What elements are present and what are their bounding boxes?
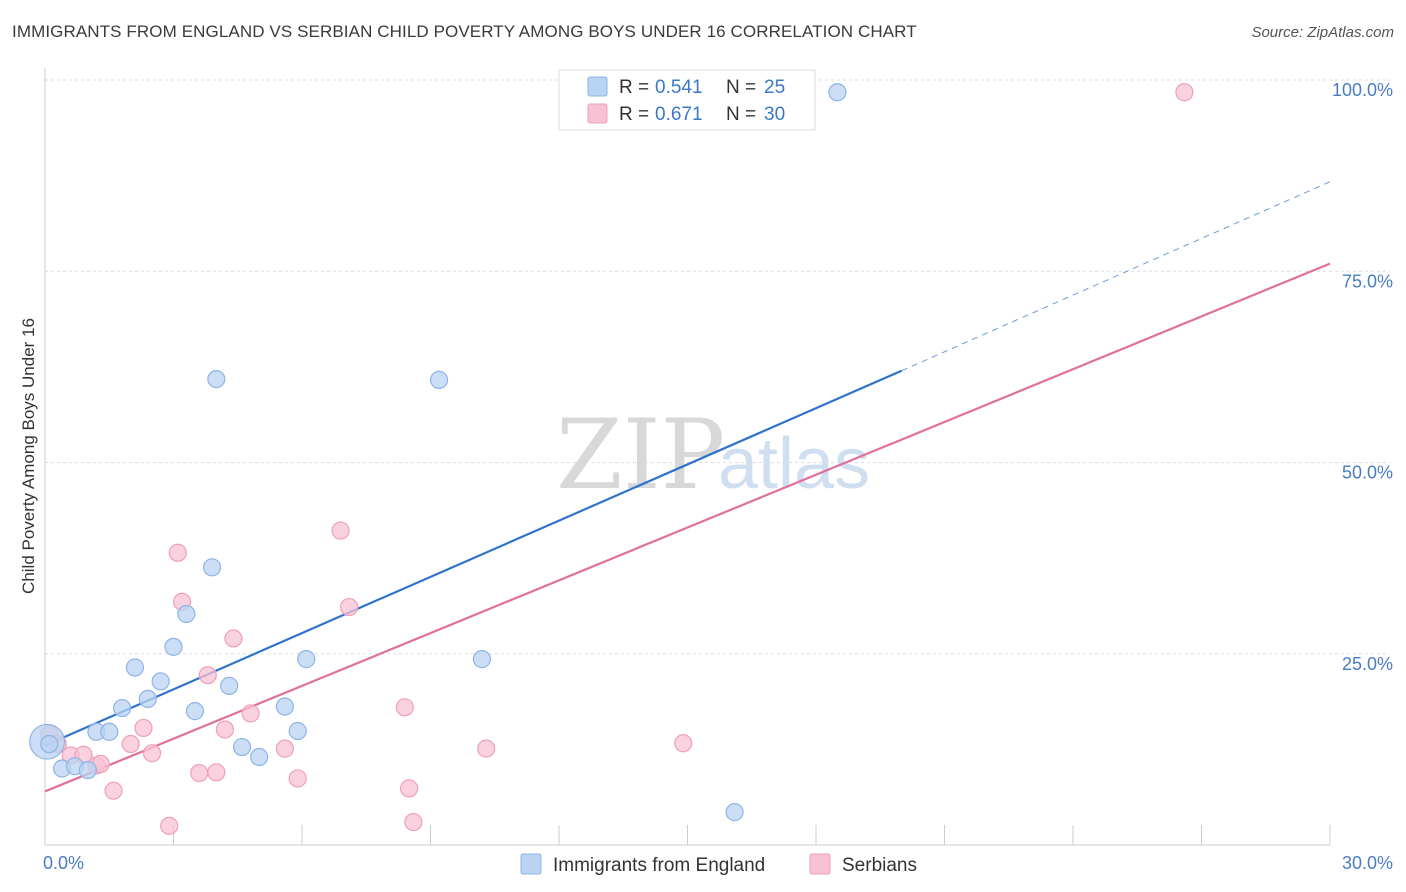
y-tick-label-0: 25.0% — [1342, 654, 1393, 674]
point-serbian-16 — [215, 720, 234, 739]
bottom-legend-swatch-england — [520, 853, 542, 875]
point-serbian-24 — [399, 779, 419, 798]
tick-labels: 25.0% 50.0% 75.0% 100.0% 0.0% 30.0% — [43, 80, 1393, 873]
y-tick-label-2: 75.0% — [1342, 271, 1393, 291]
point-england-12 — [177, 604, 196, 624]
source-label: Source: ZipAtlas.com — [1251, 24, 1394, 41]
point-serbian-7 — [121, 734, 140, 754]
point-serbian-22 — [340, 597, 359, 617]
point-serbian-10 — [160, 816, 179, 835]
y-tick-label-3: 100.0% — [1332, 80, 1393, 100]
watermark-zip: ZIP — [556, 399, 725, 511]
bottom-legend-england: Immigrants from England — [553, 855, 765, 876]
point-england-18 — [250, 747, 269, 767]
point-england-19 — [275, 697, 294, 716]
legend-serbian-n-value: 30 — [764, 104, 785, 125]
point-serbian-8 — [134, 718, 153, 738]
point-england-6 — [100, 722, 119, 741]
legend-serbian-r-label: R = — [619, 104, 649, 125]
point-england-11 — [164, 637, 183, 656]
point-serbian-14 — [198, 666, 217, 685]
point-serbian-23 — [395, 698, 414, 717]
legend-england-r-label: R = — [619, 77, 649, 98]
point-england-14 — [202, 558, 222, 577]
point-serbian-27 — [674, 734, 693, 753]
y-axis-label: Child Poverty Among Boys Under 16 — [19, 318, 38, 594]
bottom-legend-serbian: Serbians — [842, 855, 917, 876]
bottom-legend-swatch-serbian — [809, 853, 831, 875]
point-serbian-15 — [207, 763, 226, 782]
point-england-7 — [112, 698, 132, 718]
point-serbian-11 — [168, 543, 187, 562]
point-england-17 — [232, 737, 252, 757]
point-england-10 — [151, 672, 170, 691]
legend-serbian-r-value: 0.671 — [655, 104, 703, 125]
point-england-24 — [725, 803, 744, 822]
point-england-13 — [185, 702, 205, 721]
chart-title: IMMIGRANTS FROM ENGLAND VS SERBIAN CHILD… — [12, 22, 917, 41]
point-serbian-13 — [190, 763, 209, 783]
x-tick-label-1: 30.0% — [1342, 853, 1393, 873]
point-england-20 — [288, 721, 307, 741]
point-serbian-18 — [241, 704, 260, 723]
legend-england-n-value: 25 — [764, 77, 785, 98]
point-england-21 — [297, 650, 316, 669]
point-serbian-9 — [142, 744, 162, 763]
trend-line-england — [44, 369, 903, 747]
point-england-23 — [472, 650, 491, 669]
data-points — [29, 83, 1194, 835]
point-serbian-21 — [331, 521, 350, 540]
point-serbian-25 — [404, 812, 423, 832]
watermark-atlas: atlas — [718, 424, 870, 504]
point-serbian-6 — [104, 781, 123, 800]
legend-swatch-england — [587, 76, 608, 97]
point-england-16 — [220, 676, 239, 695]
legend-swatch-serbian — [587, 103, 608, 124]
point-serbian-28 — [1175, 83, 1194, 102]
point-england-4 — [78, 760, 97, 780]
x-tick-label-0: 0.0% — [43, 853, 84, 873]
legend: R = 0.541 N = 25 R = 0.671 N = 30 — [558, 69, 816, 131]
grid — [45, 79, 1390, 655]
point-serbian-20 — [288, 769, 307, 788]
point-england-9 — [138, 689, 157, 708]
point-serbian-19 — [275, 739, 294, 758]
axes — [44, 68, 1331, 846]
point-serbian-26 — [477, 739, 496, 758]
point-england-8 — [125, 658, 145, 677]
y-tick-label-1: 50.0% — [1342, 463, 1393, 483]
point-england-22 — [429, 370, 449, 389]
legend-serbian-n-label: N = — [726, 104, 756, 125]
trend-line-england-extension — [901, 181, 1331, 372]
bottom-legend: Immigrants from England Serbians — [520, 853, 917, 876]
legend-england-n-label: N = — [726, 77, 756, 98]
trend-line-serbian — [44, 262, 1331, 793]
point-serbian-17 — [224, 629, 243, 648]
legend-england-r-value: 0.541 — [655, 77, 703, 98]
point-england-25 — [828, 83, 847, 102]
trend-lines — [44, 181, 1331, 793]
point-england-15 — [207, 370, 226, 389]
point-england-1 — [40, 734, 59, 754]
